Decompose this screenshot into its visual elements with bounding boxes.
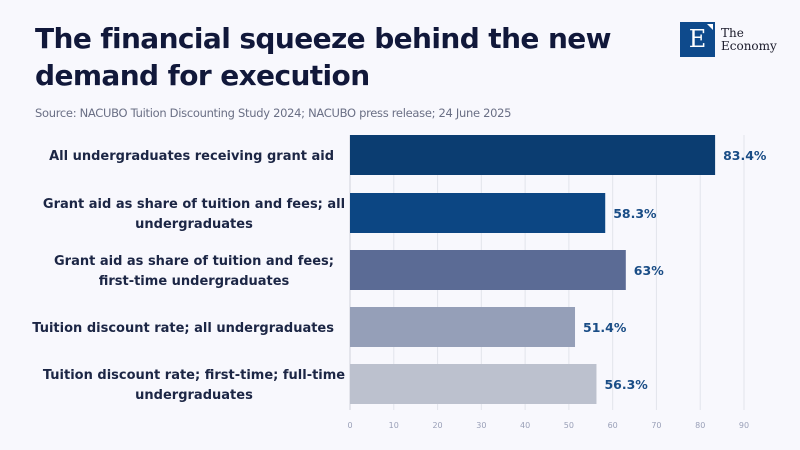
bars: [350, 135, 716, 404]
value-labels: 83.4% 58.3% 63% 51.4% 56.3%: [583, 148, 767, 392]
x-tick-label: 90: [739, 421, 749, 430]
value-label: 83.4%: [723, 148, 767, 163]
x-tick-label: 50: [564, 421, 574, 430]
value-label: 56.3%: [604, 377, 648, 392]
value-label: 63%: [634, 263, 664, 278]
logo-text-line2: Economy: [721, 38, 777, 53]
x-tick-label: 30: [476, 421, 486, 430]
x-tick-label: 60: [608, 421, 618, 430]
logo-letter: E: [688, 25, 707, 53]
bar: [350, 250, 626, 290]
source-note: Source: NACUBO Tuition Discounting Study…: [35, 106, 512, 120]
x-tick-label: 0: [347, 421, 352, 430]
category-label: Tuition discount rate; all undergraduate…: [32, 321, 334, 336]
x-tick-label: 20: [432, 421, 442, 430]
bar: [350, 364, 597, 404]
category-label: All undergraduates receiving grant aid: [49, 149, 334, 164]
category-labels: All undergraduates receiving grant aid Gr…: [32, 149, 345, 403]
logo-text-line1: The: [721, 25, 744, 40]
the-economy-logo-icon: E: [680, 22, 715, 57]
bar: [350, 193, 606, 233]
x-tick-label: 40: [520, 421, 530, 430]
bar: [350, 307, 576, 347]
brand-logo[interactable]: E The Economy: [680, 22, 777, 57]
x-tick-label: 10: [389, 421, 399, 430]
x-tick-label: 70: [651, 421, 661, 430]
value-label: 58.3%: [613, 206, 657, 221]
chart-title: The financial squeeze behind the new dem…: [35, 22, 612, 92]
logo-corner-mark: [707, 24, 713, 30]
category-label: Grant aid as share of tuition and fees; f…: [54, 254, 334, 289]
bar: [350, 135, 716, 175]
x-tick-label: 80: [695, 421, 705, 430]
category-label: Tuition discount rate; first-time; full-…: [43, 368, 345, 403]
x-axis-ticks: 0 10 20 30 40 50 60 70 80 90: [347, 421, 749, 430]
category-label: Grant aid as share of tuition and fees; …: [43, 197, 345, 232]
value-label: 51.4%: [583, 320, 627, 335]
